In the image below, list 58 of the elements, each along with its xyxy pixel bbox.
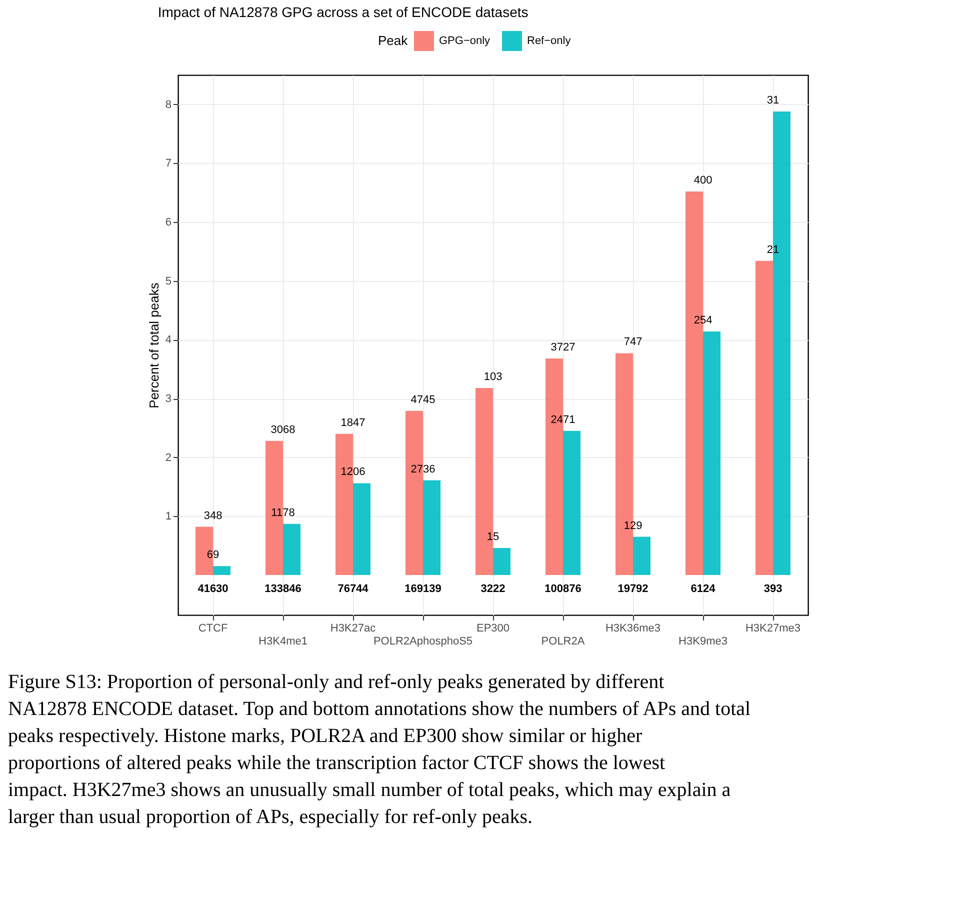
annotation: 69: [206, 549, 220, 562]
y-tick-label: 7: [165, 158, 172, 170]
y-tick-label: 3: [165, 393, 172, 406]
annotation: 747: [624, 336, 642, 348]
annotation: 1178: [271, 506, 295, 519]
x-tick-label: H3K27me3: [745, 622, 801, 634]
annotation: 41630: [198, 583, 228, 595]
annotation: 348: [204, 510, 222, 522]
annotation: 15: [486, 530, 500, 543]
bar: [756, 260, 773, 575]
annotation: 100876: [544, 583, 582, 595]
legend-label: Ref−only: [527, 35, 572, 47]
annotation: 6124: [690, 583, 716, 595]
annotation: 103: [484, 370, 502, 383]
annotation: 254: [694, 314, 712, 326]
chart-title: Impact of NA12878 GPG across a set of ENCODE datasets: [158, 4, 528, 20]
annotation: 76744: [338, 583, 370, 595]
x-tick-label: H3K4me1: [258, 636, 308, 648]
bar: [353, 483, 370, 575]
x-tick-label: POLR2A: [541, 636, 586, 648]
y-tick-label: 4: [165, 334, 172, 346]
annotation: 133846: [264, 583, 302, 595]
annotation: 1847: [340, 416, 366, 429]
x-tick-label: EP300: [476, 622, 510, 634]
annotation: 400: [694, 174, 712, 186]
bar: [423, 480, 440, 575]
annotation: 3727: [550, 342, 576, 354]
bar: [493, 548, 510, 575]
annotation: 2736: [410, 463, 436, 476]
bar: [633, 536, 650, 575]
x-tick-label: CTCF: [198, 622, 228, 634]
annotation: 393: [764, 583, 782, 595]
bar: [283, 524, 300, 575]
y-tick-label: 1: [165, 510, 172, 523]
x-tick-label: H3K9me3: [678, 636, 728, 648]
legend-title: Peak: [378, 33, 408, 48]
y-tick-label: 5: [165, 275, 172, 288]
bar: [703, 331, 720, 575]
annotation: 3222: [480, 583, 506, 595]
y-tick-label: 2: [165, 452, 172, 464]
legend-label: GPG−only: [439, 35, 491, 47]
x-tick-label: H3K36me3: [605, 622, 661, 634]
y-tick-label: 8: [165, 98, 172, 111]
annotation: 31: [766, 94, 780, 106]
annotation: 2471: [550, 414, 576, 426]
x-tick-label: H3K27ac: [330, 622, 376, 634]
annotation: 19792: [618, 583, 648, 595]
x-tick-label: POLR2AphosphoS5: [373, 636, 473, 648]
annotation: 129: [624, 520, 642, 532]
y-tick-label: 6: [165, 216, 172, 229]
annotation: 1206: [340, 466, 366, 478]
bar: [563, 430, 580, 575]
annotation: 4745: [410, 394, 436, 406]
y-axis-title: Percent of total peaks: [146, 282, 162, 408]
caption: Figure S13: Proportion of personal-only and ref-only peaks generated by different NA12878 ENCODE dataset. Top and bottom annotations show the numbers of APs and total peaks respectively. Histone marks, POLR2A and EP300 show similar or higher proportions of altered peaks while the transcription factor CTCF shows the lowest impact. H3K27me3 shows an unusually small number of total peaks, which may explain a larger than usual proportion of APs, especially for ref-only peaks.: [8, 671, 752, 828]
annotation: 169139: [404, 583, 442, 595]
bar: [213, 566, 230, 575]
annotation: 3068: [270, 424, 296, 436]
